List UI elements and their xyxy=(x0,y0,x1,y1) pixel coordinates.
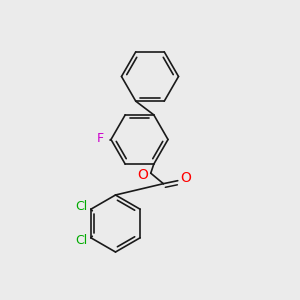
Text: O: O xyxy=(137,168,148,182)
Text: Cl: Cl xyxy=(76,200,88,213)
Text: Cl: Cl xyxy=(76,234,88,247)
Text: O: O xyxy=(180,171,191,185)
Text: F: F xyxy=(96,131,103,145)
